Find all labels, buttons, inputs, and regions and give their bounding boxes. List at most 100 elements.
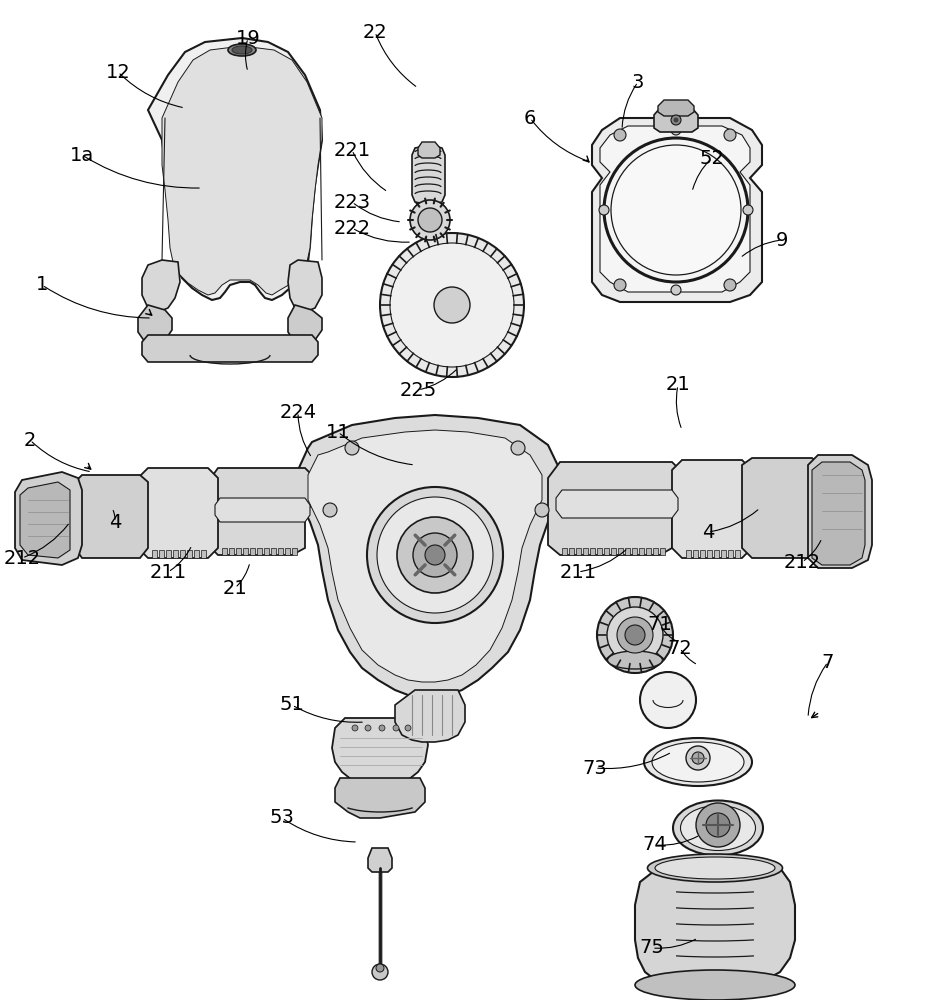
Circle shape [535, 503, 548, 517]
Text: 21: 21 [664, 375, 690, 394]
Polygon shape [236, 548, 240, 555]
Polygon shape [638, 548, 643, 555]
Polygon shape [603, 548, 609, 555]
Circle shape [616, 617, 652, 653]
Text: 212: 212 [782, 552, 819, 572]
Ellipse shape [643, 738, 751, 786]
Polygon shape [20, 482, 70, 558]
Polygon shape [657, 100, 693, 116]
Circle shape [377, 497, 493, 613]
Polygon shape [166, 550, 171, 558]
Polygon shape [548, 462, 681, 555]
Polygon shape [152, 550, 157, 558]
Circle shape [670, 285, 680, 295]
Circle shape [613, 279, 625, 291]
Ellipse shape [647, 854, 781, 882]
Circle shape [670, 115, 680, 125]
Ellipse shape [232, 46, 251, 54]
Polygon shape [194, 550, 199, 558]
Polygon shape [200, 550, 206, 558]
Text: 74: 74 [642, 835, 666, 854]
Polygon shape [173, 550, 178, 558]
Polygon shape [367, 848, 392, 872]
Circle shape [723, 129, 735, 141]
Circle shape [405, 725, 410, 731]
Circle shape [396, 517, 472, 593]
Text: 19: 19 [236, 29, 260, 48]
Text: 6: 6 [523, 109, 535, 128]
Circle shape [379, 725, 384, 731]
Polygon shape [222, 548, 226, 555]
Polygon shape [75, 475, 148, 558]
Circle shape [705, 813, 729, 837]
Text: 221: 221 [333, 141, 370, 160]
Polygon shape [659, 548, 664, 555]
Ellipse shape [227, 44, 256, 56]
Polygon shape [285, 548, 290, 555]
Text: 223: 223 [333, 193, 370, 212]
Polygon shape [161, 46, 322, 295]
Polygon shape [331, 718, 428, 782]
Polygon shape [288, 305, 322, 345]
Circle shape [611, 145, 741, 275]
Text: 3: 3 [631, 73, 643, 92]
Circle shape [695, 803, 740, 847]
Circle shape [674, 118, 677, 122]
Polygon shape [142, 335, 317, 362]
Text: 222: 222 [333, 219, 370, 238]
Text: 73: 73 [582, 758, 607, 778]
Polygon shape [741, 458, 819, 558]
Polygon shape [699, 550, 704, 558]
Text: 1: 1 [36, 275, 48, 294]
Circle shape [409, 200, 449, 240]
Polygon shape [394, 690, 465, 742]
Polygon shape [250, 548, 254, 555]
Text: 75: 75 [638, 938, 664, 957]
Text: 7: 7 [821, 652, 833, 672]
Polygon shape [692, 550, 697, 558]
Polygon shape [653, 108, 697, 132]
Text: 51: 51 [279, 696, 304, 714]
Circle shape [413, 533, 457, 577]
Text: 1a: 1a [70, 146, 94, 165]
Ellipse shape [672, 800, 762, 855]
Polygon shape [706, 550, 711, 558]
Circle shape [393, 725, 398, 731]
Circle shape [723, 279, 735, 291]
Polygon shape [159, 550, 164, 558]
Polygon shape [671, 460, 751, 558]
Ellipse shape [651, 742, 743, 782]
Polygon shape [631, 548, 637, 555]
Polygon shape [589, 548, 594, 555]
Polygon shape [335, 778, 424, 818]
Polygon shape [568, 548, 574, 555]
Circle shape [367, 487, 502, 623]
Polygon shape [229, 548, 234, 555]
Polygon shape [277, 548, 283, 555]
Text: 211: 211 [559, 562, 596, 582]
Ellipse shape [680, 805, 754, 850]
Polygon shape [187, 550, 192, 558]
Polygon shape [625, 548, 629, 555]
Polygon shape [180, 550, 185, 558]
Polygon shape [591, 118, 761, 302]
Polygon shape [291, 548, 297, 555]
Circle shape [639, 672, 695, 728]
Text: 9: 9 [775, 231, 787, 249]
Text: 11: 11 [326, 422, 350, 442]
Polygon shape [138, 468, 218, 558]
Text: 4: 4 [701, 522, 714, 542]
Text: 22: 22 [362, 23, 387, 42]
Polygon shape [561, 548, 566, 555]
Polygon shape [243, 548, 248, 555]
Circle shape [424, 545, 445, 565]
Polygon shape [138, 305, 172, 345]
Circle shape [691, 752, 703, 764]
Polygon shape [728, 550, 732, 558]
Polygon shape [635, 868, 794, 990]
Circle shape [371, 964, 388, 980]
Circle shape [670, 125, 680, 135]
Polygon shape [411, 145, 445, 205]
Circle shape [380, 233, 523, 377]
Text: 2: 2 [24, 430, 36, 450]
